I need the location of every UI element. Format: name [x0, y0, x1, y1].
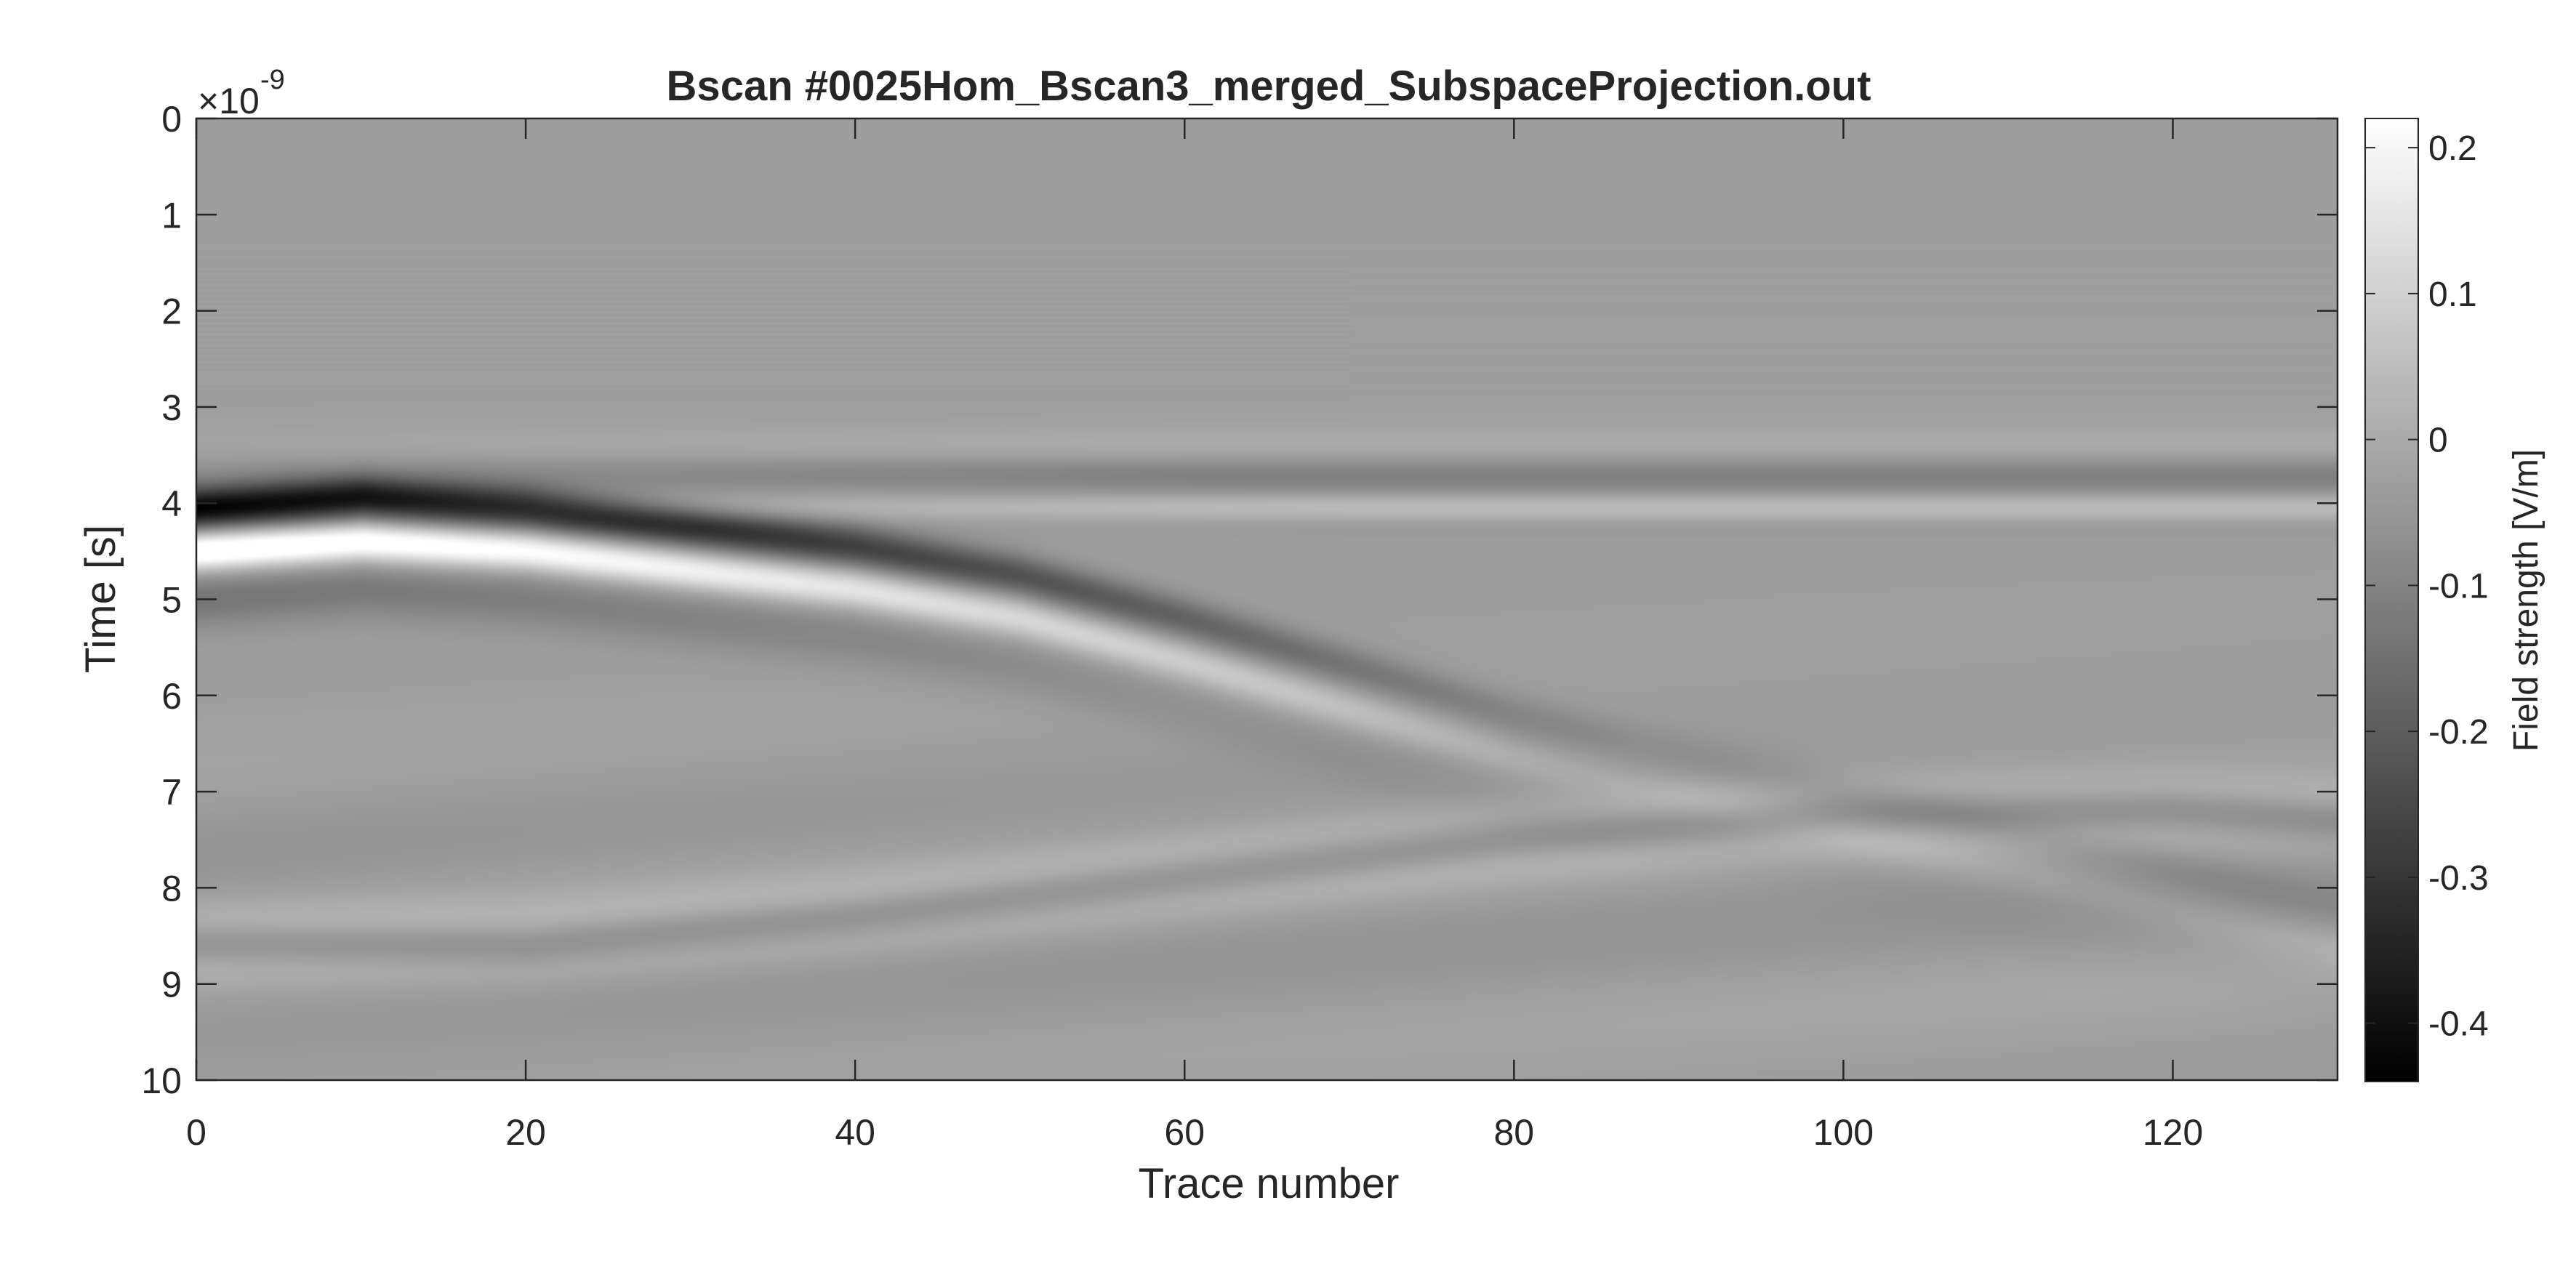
y-tick-label: 1: [161, 195, 182, 236]
x-tick-label: 100: [1813, 1112, 1874, 1153]
colorbar-ticks: 0.2 0.1 0 -0.1 -0.2 -0.3 -0.4: [2365, 129, 2489, 1044]
x-tick-label: 80: [1493, 1112, 1534, 1153]
x-axis: 0 20 40 60 80 100 120: [186, 118, 2203, 1153]
y-tick-label: 7: [161, 772, 182, 813]
y-exponent-base: ×10: [198, 81, 260, 121]
chart-title: Bscan #0025Hom_Bscan3_merged_SubspacePro…: [667, 63, 1871, 110]
x-tick-label: 20: [505, 1112, 546, 1153]
x-tick-label: 40: [835, 1112, 875, 1153]
colorbar-tick-label: -0.4: [2428, 1005, 2489, 1044]
colorbar-label: Field strength [V/m]: [2507, 449, 2545, 752]
y-tick-label: 10: [141, 1060, 182, 1101]
y-tick-label: 4: [161, 483, 182, 524]
y-axis: 0 1 2 3 4 5 6 7 8 9 10: [141, 99, 2338, 1101]
y-tick-label: 8: [161, 868, 182, 909]
y-axis-label: Time [s]: [77, 525, 124, 673]
colorbar: 0.2 0.1 0 -0.1 -0.2 -0.3 -0.4 Field strength […: [2364, 118, 2545, 1082]
y-tick-label: 9: [161, 965, 182, 1005]
y-tick-label: 3: [161, 387, 182, 428]
y-tick-label: 0: [161, 99, 182, 140]
y-tick-label: 2: [161, 291, 182, 332]
colorbar-tick-label: -0.3: [2428, 859, 2489, 898]
colorbar-gradient: [2364, 118, 2419, 1082]
bscan-heatmap-image: [196, 118, 2338, 1080]
y-exponent-power: -9: [260, 65, 285, 95]
x-tick-label: 0: [186, 1112, 206, 1153]
colorbar-tick-label: -0.1: [2428, 567, 2489, 605]
colorbar-tick-label: 0.2: [2428, 129, 2477, 168]
y-tick-label: 6: [161, 676, 182, 717]
heatmap-plot: [195, 117, 2339, 1082]
colorbar-tick-label: 0: [2428, 422, 2448, 460]
x-tick-label: 60: [1164, 1112, 1205, 1153]
colorbar-tick-label: 0.1: [2428, 275, 2477, 314]
x-axis-label: Trace number: [1139, 1160, 1400, 1207]
x-tick-label: 120: [2143, 1112, 2203, 1153]
y-tick-label: 5: [161, 580, 182, 621]
colorbar-tick-label: -0.2: [2428, 713, 2489, 752]
